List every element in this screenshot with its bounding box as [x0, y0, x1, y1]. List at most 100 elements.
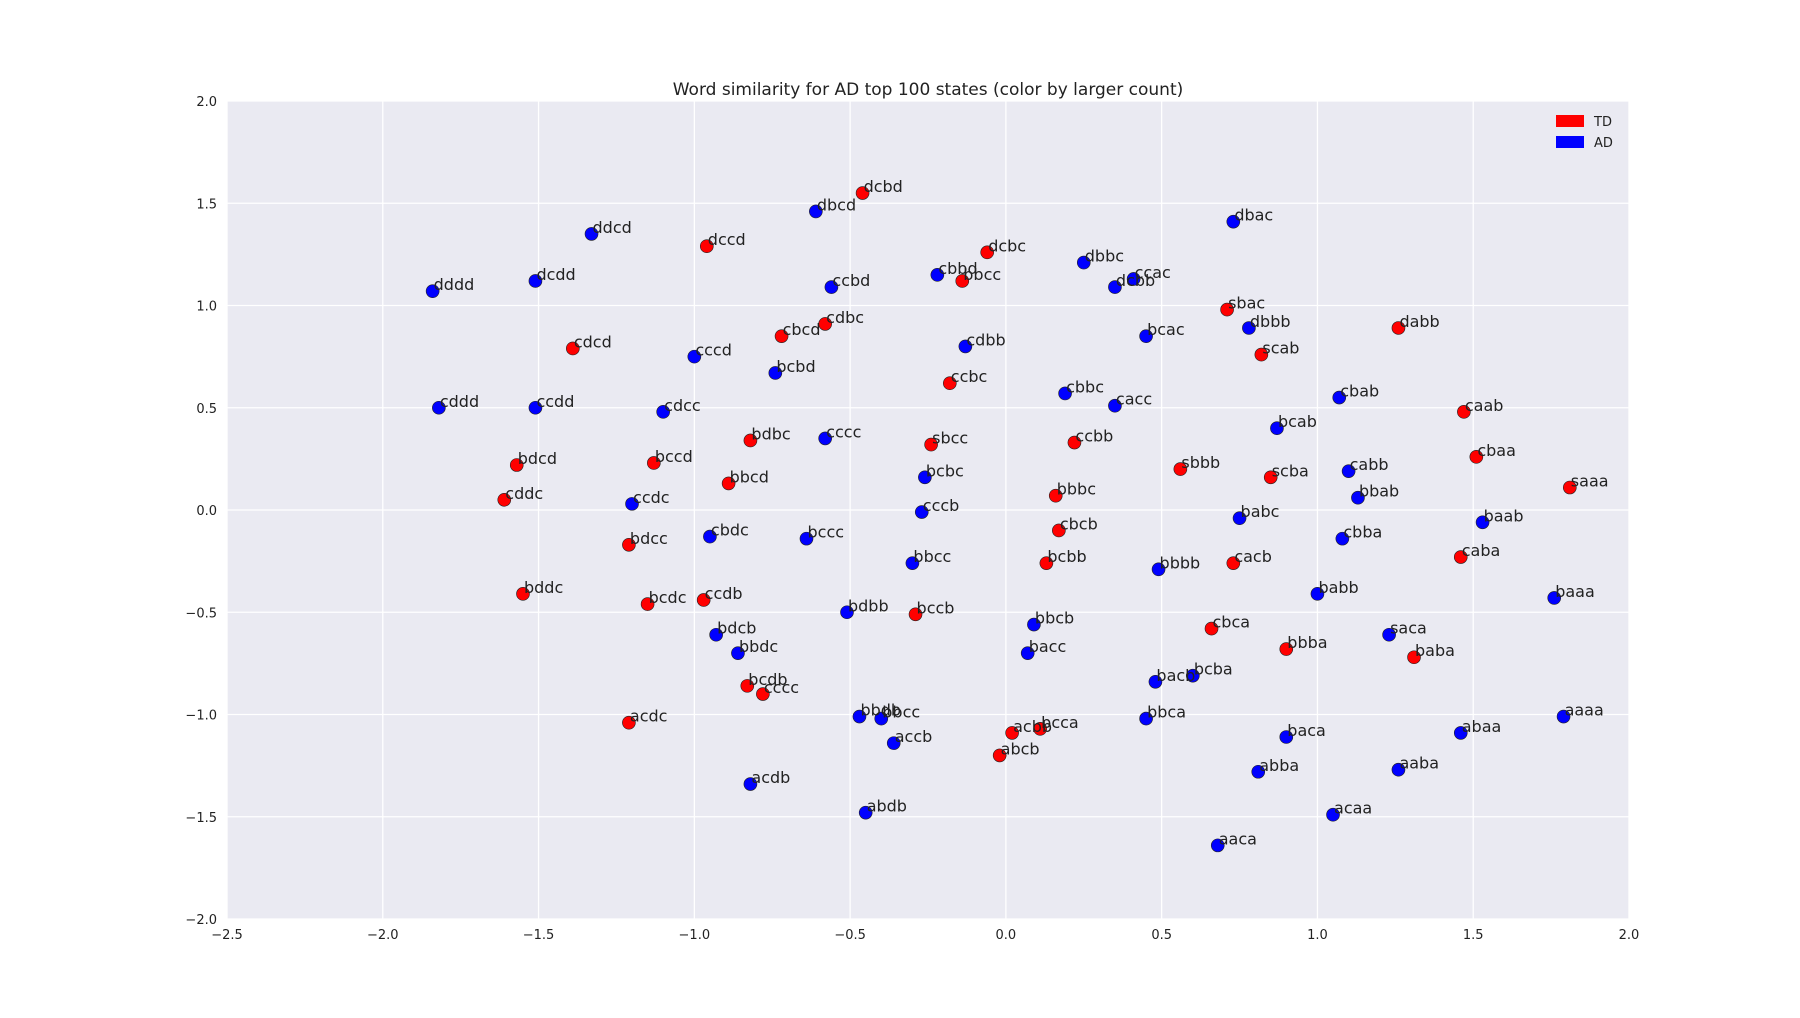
x-tick-label: 1.0	[1307, 928, 1328, 943]
point-label: cccb	[923, 496, 960, 515]
point-label: cbdc	[711, 521, 749, 540]
point-label: cbca	[1213, 613, 1251, 632]
point-label: cbaa	[1477, 441, 1516, 460]
data-point-ad	[656, 405, 670, 419]
point-label: bbba	[1287, 633, 1327, 652]
data-point-td	[699, 239, 714, 253]
point-label: bccb	[917, 598, 955, 617]
data-point-ad	[905, 556, 920, 570]
data-point-ad	[425, 284, 440, 298]
data-point-ad	[1475, 515, 1490, 530]
chart-title: Word similarity for AD top 100 states (c…	[673, 80, 1184, 100]
point-label: bccc	[807, 523, 844, 542]
point-label: bdbc	[751, 424, 790, 443]
point-label: dbbb	[1250, 312, 1291, 331]
point-label: dbcd	[817, 195, 856, 214]
point-label: ccbd	[832, 271, 870, 290]
data-point-ad	[1335, 531, 1350, 546]
point-label: bbcc	[913, 547, 951, 566]
point-label: dddd	[434, 275, 475, 294]
point-label: cacc	[1116, 390, 1152, 409]
data-point-ad	[818, 431, 832, 446]
point-label: bcab	[1278, 412, 1317, 431]
point-label: bacc	[1029, 637, 1067, 656]
y-tick-label: −1.0	[185, 709, 217, 724]
data-point-ad	[958, 339, 973, 354]
data-point-td	[774, 329, 789, 343]
point-label: dcbb	[1116, 271, 1155, 290]
point-label: scba	[1272, 461, 1309, 480]
data-point-td	[756, 687, 770, 701]
point-label: cdbb	[966, 330, 1005, 349]
x-tick-label: 2.0	[1619, 928, 1640, 943]
point-label: ccbb	[1075, 427, 1113, 446]
point-label: bbdb	[860, 701, 901, 720]
point-label: baca	[1287, 721, 1326, 740]
point-label: baba	[1415, 641, 1455, 660]
point-label: acdc	[630, 707, 668, 726]
x-tick-label: 1.5	[1463, 928, 1484, 943]
data-point-ad	[1139, 329, 1153, 343]
y-tick-label: −2.0	[185, 913, 217, 928]
point-label: cdbc	[826, 308, 864, 327]
point-label: dcbc	[988, 236, 1026, 255]
data-point-ad	[1126, 272, 1141, 286]
legend-swatch-td	[1556, 115, 1584, 127]
point-label: dccd	[708, 230, 746, 249]
data-point-ad	[1108, 398, 1122, 413]
point-label: cdcc	[664, 396, 701, 415]
data-point-td	[1033, 722, 1047, 736]
data-point-ad	[1270, 421, 1284, 436]
data-point-ad	[824, 280, 839, 294]
point-label: baab	[1484, 506, 1524, 525]
point-label: bcbc	[926, 461, 964, 480]
point-label: bbcc	[963, 265, 1001, 284]
data-point-td	[1391, 321, 1406, 335]
data-point-td	[1220, 302, 1234, 317]
point-label: abba	[1259, 756, 1299, 775]
y-tick-label: −1.5	[185, 811, 217, 826]
data-point-ad	[1232, 511, 1247, 525]
data-point-ad	[528, 400, 543, 415]
point-label: cccc	[764, 678, 799, 697]
point-label: dabb	[1399, 312, 1439, 331]
data-point-td	[509, 458, 524, 472]
point-label: bcac	[1147, 320, 1185, 339]
data-point-ad	[1453, 726, 1468, 740]
point-label: bcdb	[748, 670, 787, 689]
point-label: cbcb	[1060, 514, 1098, 533]
data-point-ad	[1148, 674, 1163, 689]
point-label: accb	[895, 727, 933, 746]
data-point-td	[516, 587, 530, 601]
point-label: ccdd	[536, 392, 574, 411]
data-point-td	[943, 376, 957, 391]
point-label: bcdc	[649, 588, 687, 607]
point-label: bbcb	[1035, 609, 1074, 628]
data-point-td	[1204, 621, 1219, 636]
data-point-ad	[1020, 646, 1035, 660]
point-label: aaaa	[1565, 701, 1604, 720]
legend-label-ad: AD	[1594, 136, 1613, 151]
data-point-ad	[528, 274, 543, 288]
point-label: ccbc	[951, 367, 988, 386]
data-point-ad	[1351, 490, 1365, 505]
data-point-ad	[1556, 709, 1571, 724]
x-tick-label: −0.5	[834, 928, 866, 943]
point-label: bccd	[655, 447, 693, 466]
data-point-td	[1254, 347, 1269, 362]
point-label: abdb	[867, 797, 907, 816]
data-point-td	[1263, 470, 1278, 485]
data-point-td	[992, 748, 1007, 763]
point-label: dcbd	[864, 177, 903, 196]
y-tick-label: −0.5	[185, 606, 217, 621]
point-label: bacb	[1156, 666, 1195, 685]
point-label: aaca	[1219, 829, 1257, 848]
point-label: bbcd	[730, 467, 769, 486]
data-point-td	[1048, 488, 1063, 503]
y-tick-label: 1.5	[196, 197, 217, 212]
data-point-ad	[432, 400, 446, 415]
data-point-ad	[852, 709, 867, 724]
data-point-ad	[625, 497, 639, 511]
data-point-td	[640, 597, 655, 611]
